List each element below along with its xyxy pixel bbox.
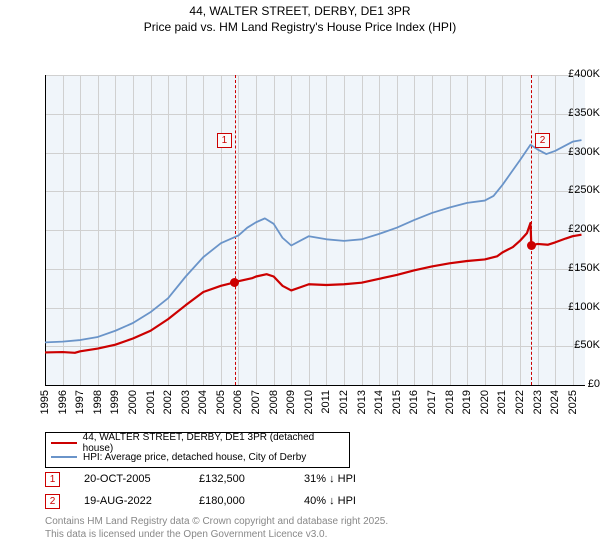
x-axis-label: 2017: [426, 390, 438, 414]
legend-item: 44, WALTER STREET, DERBY, DE1 3PR (detac…: [51, 436, 344, 450]
x-axis-label: 1999: [109, 390, 121, 414]
x-axis-label: 2015: [391, 390, 403, 414]
x-axis-label: 2014: [373, 390, 385, 414]
x-axis-label: 2005: [215, 390, 227, 414]
sale-delta: 40% ↓ HPI: [304, 495, 356, 507]
x-axis-label: 2001: [145, 390, 157, 414]
x-axis-label: 2023: [532, 390, 544, 414]
x-axis-label: 2012: [338, 390, 350, 414]
legend-swatch: [51, 442, 77, 444]
footer-attribution: Contains HM Land Registry data © Crown c…: [45, 516, 600, 541]
sale-records: 1 20-OCT-2005£132,50031% ↓ HPI 2 19-AUG-202…: [0, 468, 600, 512]
x-axis-label: 2008: [268, 390, 280, 414]
x-axis-label: 2018: [444, 390, 456, 414]
sale-price: £180,000: [199, 495, 304, 507]
x-axis-label: 1996: [57, 390, 69, 414]
sale-row: 1 20-OCT-2005£132,50031% ↓ HPI: [45, 468, 600, 490]
title-line-2: Price paid vs. HM Land Registry's House …: [0, 20, 600, 36]
x-axis-label: 1995: [39, 390, 51, 414]
x-axis-label: 2002: [162, 390, 174, 414]
sale-reference-badge: 1: [217, 133, 232, 148]
sale-id-badge: 2: [45, 494, 60, 509]
x-axis-label: 2020: [479, 390, 491, 414]
x-axis-label: 2011: [320, 390, 332, 414]
x-axis-label: 2021: [496, 390, 508, 414]
x-axis-label: 2004: [197, 390, 209, 414]
chart-title: 44, WALTER STREET, DERBY, DE1 3PR Price …: [0, 0, 600, 35]
x-axis-label: 2022: [514, 390, 526, 414]
sale-date: 20-OCT-2005: [84, 473, 199, 485]
sale-marker-dot: [527, 241, 536, 250]
x-axis-label: 1998: [92, 390, 104, 414]
title-line-1: 44, WALTER STREET, DERBY, DE1 3PR: [0, 4, 600, 20]
legend-item: HPI: Average price, detached house, City…: [51, 450, 344, 464]
legend-label: HPI: Average price, detached house, City…: [83, 452, 306, 463]
x-axis-label: 2025: [567, 390, 579, 414]
footer-line-1: Contains HM Land Registry data © Crown c…: [45, 516, 600, 529]
x-axis-label: 2010: [303, 390, 315, 414]
x-axis-label: 2003: [180, 390, 192, 414]
x-axis-label: 2019: [461, 390, 473, 414]
legend-swatch: [51, 456, 77, 458]
x-axis-label: 2016: [408, 390, 420, 414]
sale-id-badge: 1: [45, 472, 60, 487]
footer-line-2: This data is licensed under the Open Gov…: [45, 529, 600, 542]
x-axis-label: 2013: [356, 390, 368, 414]
price-paid-series-line: [45, 223, 581, 353]
sale-delta: 31% ↓ HPI: [304, 473, 356, 485]
sale-reference-badge: 2: [535, 133, 550, 148]
x-axis-label: 2000: [127, 390, 139, 414]
x-axis-label: 1997: [74, 390, 86, 414]
x-axis-label: 2007: [250, 390, 262, 414]
sale-date: 19-AUG-2022: [84, 495, 199, 507]
chart-legend: 44, WALTER STREET, DERBY, DE1 3PR (detac…: [45, 432, 350, 468]
line-chart: £0£50K£100K£150K£200K£250K£300K£350K£400…: [0, 35, 600, 430]
sale-row: 2 19-AUG-2022£180,00040% ↓ HPI: [45, 490, 600, 512]
sale-price: £132,500: [199, 473, 304, 485]
hpi-series-line: [45, 140, 581, 342]
x-axis-label: 2009: [285, 390, 297, 414]
x-axis-label: 2006: [232, 390, 244, 414]
x-axis-label: 2024: [549, 390, 561, 414]
